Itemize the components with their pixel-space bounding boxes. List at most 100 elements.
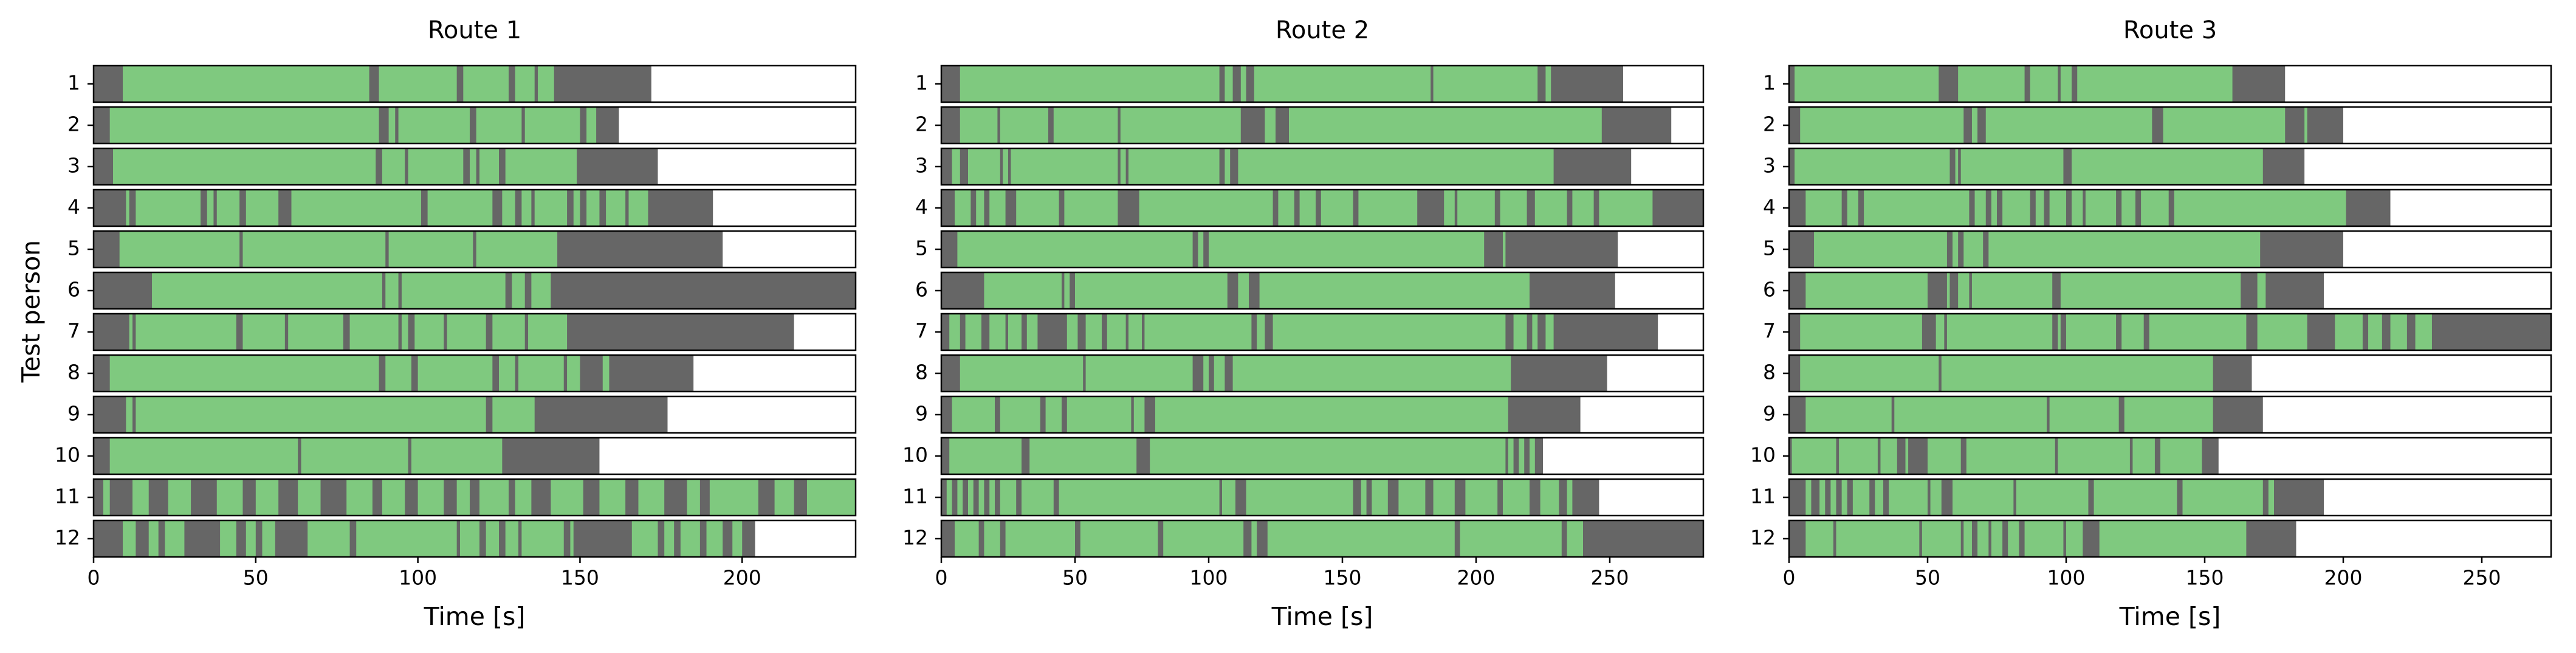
- segment: [1805, 479, 1812, 516]
- segment: [288, 314, 343, 350]
- segment: [521, 190, 532, 226]
- row-border: [1788, 478, 2552, 517]
- x-axis-label: Time [s]: [1271, 602, 1373, 631]
- row-border: [92, 147, 857, 186]
- row-border: [1788, 106, 2552, 145]
- segment: [1905, 438, 1909, 474]
- segment: [984, 272, 1062, 309]
- segment: [2268, 479, 2274, 516]
- x-tick-label: 250: [1591, 566, 1629, 590]
- segment: [2049, 396, 2119, 433]
- segment: [732, 520, 743, 557]
- segment: [957, 479, 963, 516]
- segment: [1075, 272, 1228, 309]
- segment: [2060, 66, 2072, 102]
- segment: [1003, 148, 1008, 185]
- segment: [1155, 396, 1508, 433]
- x-tick-label: 100: [399, 566, 437, 590]
- x-tick-label: 100: [1190, 566, 1228, 590]
- segment: [687, 479, 700, 516]
- segment: [1567, 479, 1573, 516]
- segment: [586, 107, 597, 143]
- segment: [165, 520, 185, 557]
- segment: [538, 66, 554, 102]
- x-tick-label: 150: [1324, 566, 1362, 590]
- y-tick-label: 7: [915, 319, 928, 343]
- segment: [1599, 190, 1653, 226]
- segment: [965, 314, 981, 350]
- segment: [1214, 355, 1225, 392]
- segment: [984, 520, 1000, 557]
- segment: [401, 314, 408, 350]
- segment: [586, 190, 600, 226]
- y-tick-label: 4: [915, 195, 928, 219]
- segment: [1503, 479, 1530, 516]
- segment: [2093, 479, 2177, 516]
- row-border: [92, 478, 857, 517]
- segment: [1460, 520, 1562, 557]
- segment: [1500, 190, 1527, 226]
- segment: [382, 148, 405, 185]
- segment: [949, 314, 960, 350]
- segment: [1358, 190, 1418, 226]
- segment: [246, 190, 279, 226]
- row-border: [940, 313, 1705, 351]
- segment: [570, 520, 574, 557]
- row-border: [92, 271, 857, 310]
- y-tick-label: 8: [67, 361, 80, 384]
- y-tick-label: 6: [1763, 278, 1776, 302]
- segment: [1267, 520, 1455, 557]
- segment: [242, 231, 386, 268]
- segment: [1198, 231, 1204, 268]
- y-tick-label: 1: [67, 71, 80, 95]
- x-tick-label: 0: [1783, 566, 1796, 590]
- segment: [2257, 314, 2307, 350]
- y-tick-label: 12: [902, 526, 928, 550]
- segment: [534, 190, 568, 226]
- segment: [1064, 272, 1070, 309]
- y-tick-label: 4: [67, 195, 80, 219]
- segment: [1203, 355, 1209, 392]
- segment: [298, 479, 321, 516]
- segment: [401, 272, 506, 309]
- row-border: [92, 188, 857, 227]
- segment: [551, 479, 583, 516]
- segment: [1144, 314, 1252, 350]
- segment: [1066, 396, 1132, 433]
- segment: [216, 479, 243, 516]
- segment: [1008, 314, 1022, 350]
- segment: [2058, 438, 2130, 474]
- y-tick-label: 11: [1750, 485, 1776, 508]
- segment: [1572, 190, 1594, 226]
- segment: [1133, 396, 1145, 433]
- row-border: [940, 147, 1705, 186]
- segment: [1246, 479, 1353, 516]
- segment: [1016, 190, 1059, 226]
- segment: [521, 520, 564, 557]
- segment: [301, 438, 408, 474]
- segment: [1880, 438, 1897, 474]
- segment: [1819, 479, 1826, 516]
- segment: [1889, 479, 1928, 516]
- segment: [2024, 520, 2064, 557]
- segment: [262, 520, 275, 557]
- segment: [385, 272, 399, 309]
- x-tick-label: 150: [2186, 566, 2224, 590]
- segment: [1864, 190, 1970, 226]
- y-tick-label: 1: [1763, 71, 1776, 95]
- segment: [2132, 438, 2155, 474]
- segment: [774, 479, 794, 516]
- segment: [123, 520, 136, 557]
- segment: [1000, 107, 1048, 143]
- segment: [1251, 520, 1257, 557]
- y-tick-label: 2: [915, 112, 928, 136]
- segment: [1163, 520, 1244, 557]
- y-tick-label: 6: [915, 278, 928, 302]
- segment: [946, 479, 952, 516]
- segment: [528, 314, 568, 350]
- segment: [1265, 107, 1276, 143]
- row-border: [940, 106, 1705, 145]
- y-tick-label: 10: [902, 443, 928, 467]
- row-border: [940, 519, 1705, 558]
- y-tick-label: 5: [915, 237, 928, 260]
